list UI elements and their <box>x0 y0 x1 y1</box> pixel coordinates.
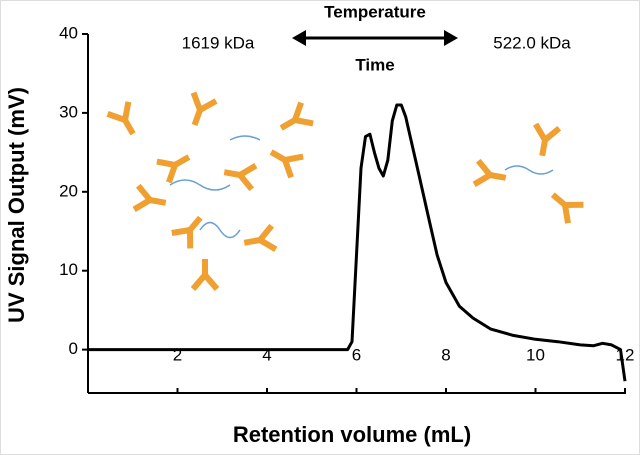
annotation: 522.0 kDa <box>493 33 571 52</box>
x-tick-label: 8 <box>441 345 450 364</box>
annotation: Temperature <box>324 2 426 21</box>
annotation: Time <box>355 55 394 74</box>
x-tick-label: 4 <box>262 345 271 364</box>
y-tick-label: 20 <box>59 181 78 200</box>
signal-line <box>88 103 627 382</box>
x-axis-title: Retention volume (mL) <box>233 422 471 447</box>
x-tick-label: 10 <box>526 345 545 364</box>
arrow <box>292 30 458 46</box>
x-tick-label: 6 <box>352 345 361 364</box>
y-tick-label: 0 <box>69 339 78 358</box>
x-tick-label: 2 <box>173 345 182 364</box>
y-axis-title: UV Signal Output (mV) <box>4 87 29 323</box>
annotation: 1619 kDa <box>182 33 255 52</box>
y-tick-label: 10 <box>59 260 78 279</box>
antibody-cluster-large <box>108 93 314 289</box>
antibody-cluster-small <box>474 124 583 223</box>
y-tick-label: 30 <box>59 102 78 121</box>
y-tick-label: 40 <box>59 23 78 42</box>
